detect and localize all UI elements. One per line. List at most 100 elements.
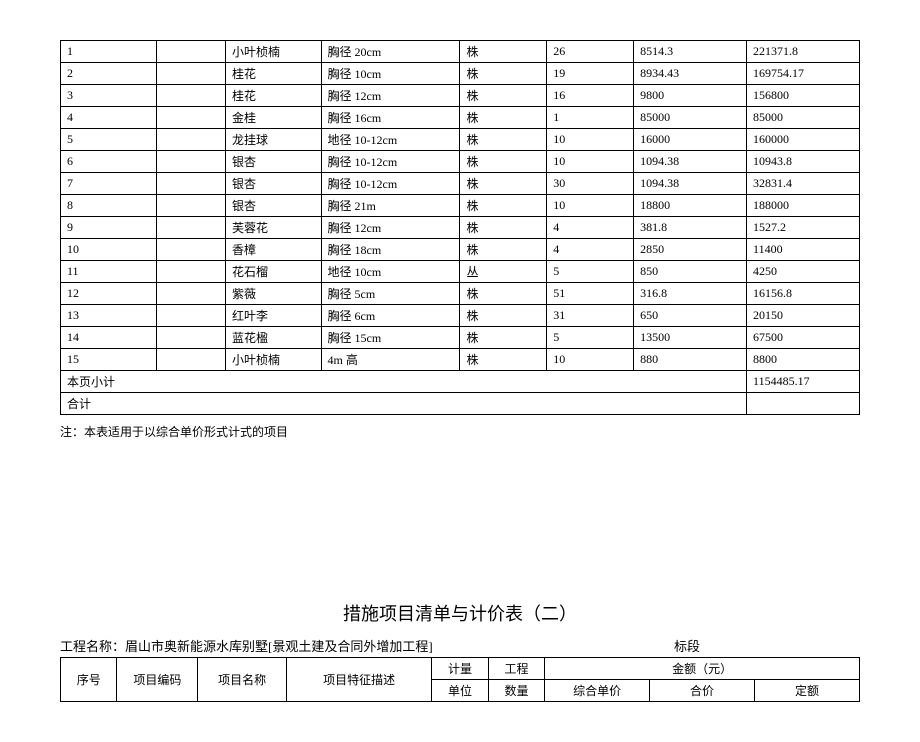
hdr-code: 项目编码: [117, 658, 198, 702]
cell-price: 650: [634, 305, 747, 327]
cell-qty: 16: [547, 85, 634, 107]
cell-unit: 株: [460, 85, 547, 107]
cell-unit: 株: [460, 63, 547, 85]
cell-price: 9800: [634, 85, 747, 107]
cell-spec: 胸径 6cm: [321, 305, 460, 327]
cell-price: 2850: [634, 239, 747, 261]
cell-no: 7: [61, 173, 157, 195]
hdr-qty-l2: 数量: [488, 680, 544, 702]
cell-price: 18800: [634, 195, 747, 217]
cell-name: 银杏: [225, 195, 321, 217]
cell-qty: 4: [547, 217, 634, 239]
cell-spec: 胸径 12cm: [321, 217, 460, 239]
table-row: 1小叶桢楠胸径 20cm株268514.3221371.8: [61, 41, 860, 63]
cell-b: [156, 349, 225, 371]
cell-amount: 169754.17: [747, 63, 860, 85]
section-2: 措施项目清单与计价表（二） 工程名称：眉山市奥新能源水库别墅[景观土建及合同外增…: [60, 600, 860, 702]
cell-no: 5: [61, 129, 157, 151]
cell-b: [156, 217, 225, 239]
cell-qty: 1: [547, 107, 634, 129]
cell-no: 2: [61, 63, 157, 85]
table-row: 5龙挂球地径 10-12cm株1016000160000: [61, 129, 860, 151]
table-row: 10香樟胸径 18cm株4285011400: [61, 239, 860, 261]
cell-b: [156, 195, 225, 217]
table-row: 12紫薇胸径 5cm株51316.816156.8: [61, 283, 860, 305]
hdr-unit-l2: 单位: [432, 680, 488, 702]
table-row: 6银杏胸径 10-12cm株101094.3810943.8: [61, 151, 860, 173]
project-name: 眉山市奥新能源水库别墅[景观土建及合同外增加工程]: [125, 639, 433, 654]
measures-table: 序号 项目编码 项目名称 项目特征描述 计量 工程 金额（元） 单位 数量 综合…: [60, 657, 860, 702]
cell-b: [156, 305, 225, 327]
cell-no: 15: [61, 349, 157, 371]
cell-price: 850: [634, 261, 747, 283]
cell-no: 14: [61, 327, 157, 349]
cell-qty: 5: [547, 327, 634, 349]
cell-unit: 株: [460, 327, 547, 349]
cell-unit: 株: [460, 151, 547, 173]
table-row: 4金桂胸径 16cm株18500085000: [61, 107, 860, 129]
cell-no: 1: [61, 41, 157, 63]
cell-spec: 胸径 21m: [321, 195, 460, 217]
cell-b: [156, 107, 225, 129]
cell-price: 16000: [634, 129, 747, 151]
cell-name: 红叶李: [225, 305, 321, 327]
cell-amount: 85000: [747, 107, 860, 129]
table-row: 7银杏胸径 10-12cm株301094.3832831.4: [61, 173, 860, 195]
hdr-unit-l1: 计量: [432, 658, 488, 680]
cell-price: 1094.38: [634, 151, 747, 173]
table-row: 9芙蓉花胸径 12cm株4381.81527.2: [61, 217, 860, 239]
cell-name: 蓝花楹: [225, 327, 321, 349]
cell-amount: 221371.8: [747, 41, 860, 63]
cell-name: 桂花: [225, 85, 321, 107]
cell-name: 香樟: [225, 239, 321, 261]
cell-no: 4: [61, 107, 157, 129]
cell-b: [156, 63, 225, 85]
cell-unit: 株: [460, 305, 547, 327]
cell-amount: 8800: [747, 349, 860, 371]
cell-unit: 株: [460, 41, 547, 63]
cell-spec: 胸径 20cm: [321, 41, 460, 63]
table-note: 注：本表适用于以综合单价形式计式的项目: [60, 423, 860, 440]
cell-spec: 胸径 18cm: [321, 239, 460, 261]
cell-no: 11: [61, 261, 157, 283]
cell-qty: 51: [547, 283, 634, 305]
cell-qty: 19: [547, 63, 634, 85]
cell-no: 6: [61, 151, 157, 173]
cell-name: 芙蓉花: [225, 217, 321, 239]
cell-spec: 胸径 10cm: [321, 63, 460, 85]
cell-qty: 26: [547, 41, 634, 63]
cell-spec: 胸径 12cm: [321, 85, 460, 107]
cell-spec: 地径 10cm: [321, 261, 460, 283]
cell-price: 316.8: [634, 283, 747, 305]
cell-spec: 胸径 16cm: [321, 107, 460, 129]
cell-no: 13: [61, 305, 157, 327]
cell-no: 12: [61, 283, 157, 305]
total-row: 合计: [61, 393, 860, 415]
cell-b: [156, 283, 225, 305]
subtotal-row: 本页小计1154485.17: [61, 371, 860, 393]
cell-amount: 32831.4: [747, 173, 860, 195]
hdr-unit-price: 综合单价: [545, 680, 650, 702]
cell-amount: 156800: [747, 85, 860, 107]
cell-spec: 4m 高: [321, 349, 460, 371]
cell-amount: 20150: [747, 305, 860, 327]
cell-amount: 16156.8: [747, 283, 860, 305]
cell-no: 8: [61, 195, 157, 217]
total-amount: [747, 393, 860, 415]
cell-no: 9: [61, 217, 157, 239]
cell-b: [156, 85, 225, 107]
cell-unit: 株: [460, 283, 547, 305]
table-row: 13 红叶李胸径 6cm株3165020150: [61, 305, 860, 327]
cell-name: 花石榴: [225, 261, 321, 283]
cell-b: [156, 261, 225, 283]
cell-qty: 31: [547, 305, 634, 327]
cell-unit: 株: [460, 173, 547, 195]
cell-unit: 丛: [460, 261, 547, 283]
cell-name: 紫薇: [225, 283, 321, 305]
cell-price: 381.8: [634, 217, 747, 239]
cell-amount: 10943.8: [747, 151, 860, 173]
cell-qty: 4: [547, 239, 634, 261]
cell-amount: 67500: [747, 327, 860, 349]
cell-unit: 株: [460, 239, 547, 261]
total-label: 合计: [61, 393, 747, 415]
